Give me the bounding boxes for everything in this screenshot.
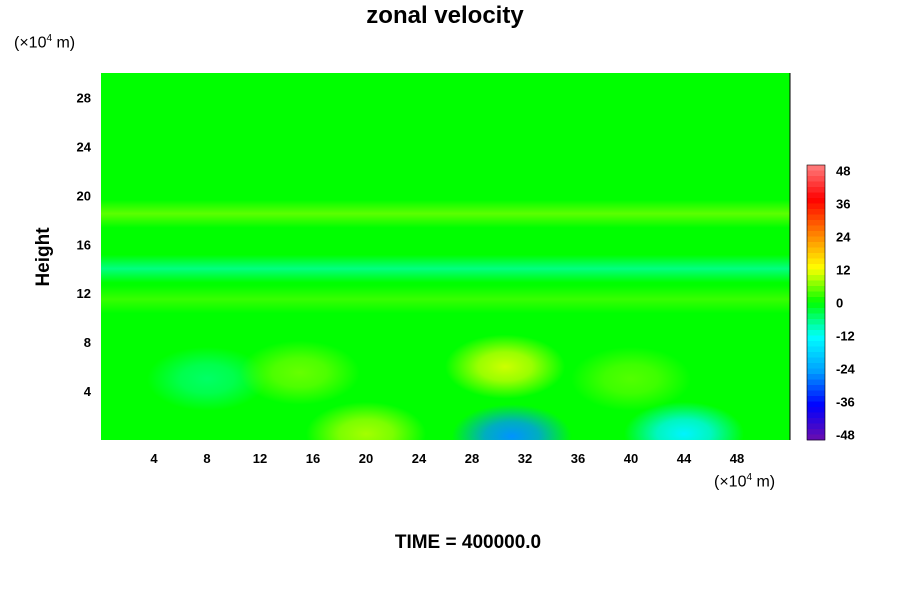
- colorbar-segment: [807, 313, 825, 320]
- colorbar-segment: [807, 170, 825, 177]
- colorbar-segment: [807, 407, 825, 413]
- y-tick-label: 28: [77, 90, 91, 105]
- x-tick-label: 24: [412, 451, 427, 466]
- colorbar-segment: [807, 346, 825, 353]
- x-tick-label: 36: [571, 451, 585, 466]
- colorbar-segment: [807, 357, 825, 364]
- x-tick-label: 16: [306, 451, 320, 466]
- x-axis-unit: (×104 m): [714, 472, 776, 491]
- x-tick-label: 40: [624, 451, 638, 466]
- colorbar-segment: [807, 225, 825, 232]
- x-tick-label: 12: [253, 451, 267, 466]
- colorbar-segment: [807, 330, 825, 336]
- colorbar-segment: [807, 275, 825, 281]
- y-tick-label: 20: [77, 188, 91, 203]
- colorbar-segment: [807, 324, 825, 331]
- y-tick-label: 24: [77, 139, 92, 154]
- colorbar-segment: [807, 308, 825, 314]
- colorbar-segment: [807, 434, 825, 441]
- colorbar-segment: [807, 247, 825, 254]
- colorbar-segment: [807, 209, 825, 215]
- colorbar-tick-label: -12: [836, 329, 855, 344]
- colorbar-segment: [807, 374, 825, 380]
- colorbar-segment: [807, 302, 825, 309]
- field-feature: [445, 334, 566, 399]
- colorbar-segment: [807, 352, 825, 358]
- colorbar-segment: [807, 401, 825, 408]
- colorbar-tick-label: 48: [836, 164, 850, 179]
- colorbar-segment: [807, 203, 825, 210]
- colorbar-segment: [807, 264, 825, 270]
- field-band: [101, 285, 790, 314]
- colorbar-segment: [807, 418, 825, 424]
- colorbar-segment: [807, 242, 825, 248]
- colorbar-tick-label: -48: [836, 428, 855, 443]
- colorbar-segment: [807, 385, 825, 391]
- colorbar-segment: [807, 181, 825, 188]
- colorbar-segment: [807, 187, 825, 193]
- colorbar-segment: [807, 368, 825, 375]
- x-tick-label: 48: [730, 451, 744, 466]
- colorbar-segment: [807, 269, 825, 276]
- y-axis-unit: (×104 m): [14, 33, 76, 52]
- time-label: TIME = 400000.0: [394, 532, 542, 553]
- field-feature: [239, 340, 360, 405]
- colorbar-segment: [807, 198, 825, 204]
- x-tick-label: 28: [465, 451, 479, 466]
- colorbar-segment: [807, 236, 825, 243]
- colorbar-tick-label: 24: [836, 230, 851, 245]
- y-tick-label: 4: [84, 384, 92, 399]
- plot-mask-bottom: [0, 440, 900, 600]
- x-tick-label: 20: [359, 451, 373, 466]
- y-tick-label: 16: [77, 237, 91, 252]
- field-feature: [147, 346, 267, 411]
- colorbar-segment: [807, 396, 825, 402]
- colorbar-tick-label: -36: [836, 395, 855, 410]
- colorbar-segment: [807, 280, 825, 287]
- colorbar-segment: [807, 390, 825, 397]
- colorbar-frame: [806, 164, 826, 441]
- field-band: [101, 199, 790, 228]
- y-tick-label: 8: [84, 335, 91, 350]
- x-tick-label: 44: [677, 451, 692, 466]
- colorbar-segment: [807, 379, 825, 386]
- colorbar-tick-label: -24: [836, 362, 856, 377]
- colorbar-segment: [807, 214, 825, 221]
- colorbar-segment: [807, 363, 825, 369]
- colorbar-segment: [807, 335, 825, 342]
- y-tick-label: 12: [77, 286, 91, 301]
- colorbar-segment: [807, 192, 825, 199]
- x-tick-label: 8: [203, 451, 210, 466]
- colorbar-segment: [807, 165, 825, 171]
- colorbar-segment: [807, 291, 825, 298]
- colorbar-segment: [807, 286, 825, 292]
- field-feature: [571, 346, 691, 411]
- colorbar-segment: [807, 341, 825, 347]
- colorbar-tick-label: 12: [836, 263, 850, 278]
- colorbar-segment: [807, 231, 825, 237]
- colorbar-segment: [807, 423, 825, 430]
- colorbar-segment: [807, 258, 825, 265]
- colorbar-tick-label: 0: [836, 296, 843, 311]
- colorbar-segment: [807, 176, 825, 182]
- x-tick-label: 4: [150, 451, 158, 466]
- colorbar-segment: [807, 412, 825, 419]
- x-tick-label: 32: [518, 451, 532, 466]
- colorbar-segment: [807, 429, 825, 435]
- field-band: [101, 83, 790, 112]
- field-band: [101, 254, 790, 283]
- chart-title: zonal velocity: [366, 2, 524, 29]
- colorbar-segment: [807, 297, 825, 303]
- colorbar-segment: [807, 253, 825, 259]
- colorbar-segment: [807, 220, 825, 226]
- colorbar-tick-label: 36: [836, 197, 850, 212]
- colorbar-segment: [807, 319, 825, 325]
